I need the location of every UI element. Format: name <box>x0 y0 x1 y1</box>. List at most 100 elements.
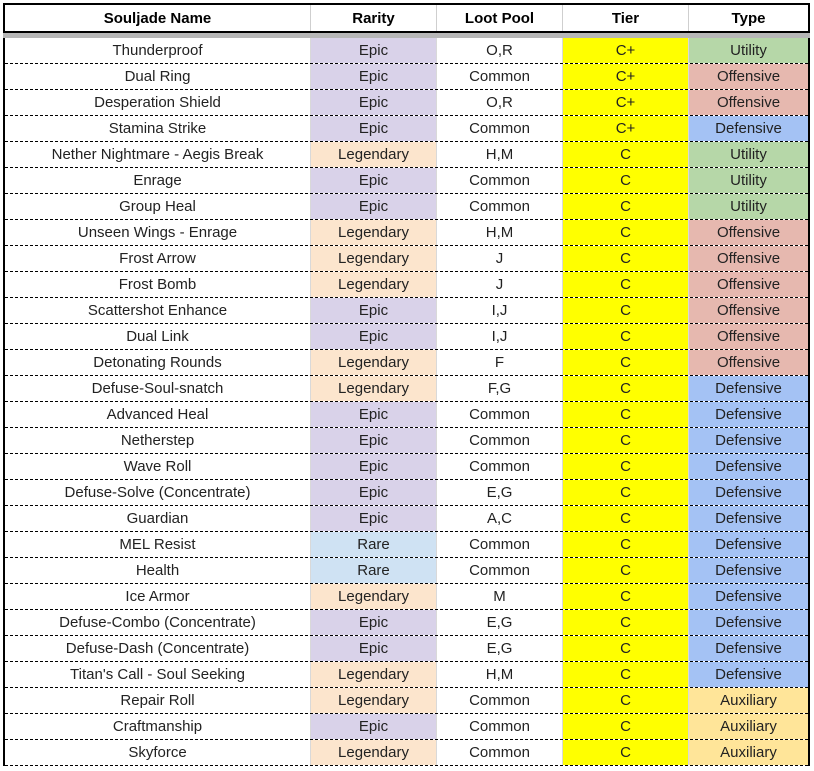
loot-pool-cell[interactable]: Common <box>437 402 563 427</box>
type-cell[interactable]: Offensive <box>689 272 808 297</box>
tier-cell[interactable]: C <box>563 662 689 687</box>
loot-pool-cell[interactable]: O,R <box>437 90 563 115</box>
type-cell[interactable]: Defensive <box>689 532 808 557</box>
rarity-cell[interactable]: Legendary <box>311 584 437 609</box>
tier-cell[interactable]: C <box>563 272 689 297</box>
name-cell[interactable]: Defuse-Combo (Concentrate) <box>5 610 311 635</box>
tier-cell[interactable]: C <box>563 350 689 375</box>
tier-cell[interactable]: C <box>563 194 689 219</box>
type-cell[interactable]: Offensive <box>689 220 808 245</box>
rarity-cell[interactable]: Epic <box>311 402 437 427</box>
tier-cell[interactable]: C <box>563 714 689 739</box>
type-cell[interactable]: Auxiliary <box>689 740 808 765</box>
name-cell[interactable]: Defuse-Dash (Concentrate) <box>5 636 311 661</box>
loot-pool-cell[interactable]: Common <box>437 168 563 193</box>
loot-pool-cell[interactable]: Common <box>437 688 563 713</box>
rarity-cell[interactable]: Epic <box>311 636 437 661</box>
rarity-cell[interactable]: Legendary <box>311 142 437 167</box>
type-cell[interactable]: Utility <box>689 142 808 167</box>
name-cell[interactable]: Desperation Shield <box>5 90 311 115</box>
tier-cell[interactable]: C <box>563 376 689 401</box>
tier-cell[interactable]: C <box>563 220 689 245</box>
type-cell[interactable]: Defensive <box>689 376 808 401</box>
name-cell[interactable]: Unseen Wings - Enrage <box>5 220 311 245</box>
tier-cell[interactable]: C <box>563 610 689 635</box>
tier-cell[interactable]: C <box>563 740 689 765</box>
name-cell[interactable]: Skyforce <box>5 740 311 765</box>
loot-pool-cell[interactable]: F <box>437 350 563 375</box>
tier-cell[interactable]: C <box>563 168 689 193</box>
type-cell[interactable]: Defensive <box>689 584 808 609</box>
loot-pool-cell[interactable]: O,R <box>437 38 563 63</box>
rarity-cell[interactable]: Epic <box>311 454 437 479</box>
tier-cell[interactable]: C <box>563 532 689 557</box>
loot-pool-cell[interactable]: E,G <box>437 610 563 635</box>
rarity-cell[interactable]: Epic <box>311 428 437 453</box>
tier-cell[interactable]: C <box>563 246 689 271</box>
tier-cell[interactable]: C+ <box>563 64 689 89</box>
name-cell[interactable]: Detonating Rounds <box>5 350 311 375</box>
name-cell[interactable]: Frost Arrow <box>5 246 311 271</box>
rarity-cell[interactable]: Legendary <box>311 272 437 297</box>
type-cell[interactable]: Defensive <box>689 116 808 141</box>
type-cell[interactable]: Utility <box>689 38 808 63</box>
loot-pool-cell[interactable]: H,M <box>437 662 563 687</box>
tier-cell[interactable]: C+ <box>563 90 689 115</box>
loot-pool-cell[interactable]: J <box>437 246 563 271</box>
name-cell[interactable]: Dual Ring <box>5 64 311 89</box>
type-cell[interactable]: Defensive <box>689 506 808 531</box>
loot-pool-cell[interactable]: I,J <box>437 324 563 349</box>
type-cell[interactable]: Defensive <box>689 454 808 479</box>
loot-pool-cell[interactable]: Common <box>437 194 563 219</box>
tier-cell[interactable]: C <box>563 558 689 583</box>
name-cell[interactable]: Titan's Call - Soul Seeking <box>5 662 311 687</box>
rarity-cell[interactable]: Legendary <box>311 662 437 687</box>
type-cell[interactable]: Offensive <box>689 246 808 271</box>
column-header-loot-pool[interactable]: Loot Pool <box>437 5 563 31</box>
rarity-cell[interactable]: Epic <box>311 506 437 531</box>
loot-pool-cell[interactable]: A,C <box>437 506 563 531</box>
tier-cell[interactable]: C <box>563 428 689 453</box>
name-cell[interactable]: Defuse-Soul-snatch <box>5 376 311 401</box>
column-header-rarity[interactable]: Rarity <box>311 5 437 31</box>
name-cell[interactable]: Defuse-Solve (Concentrate) <box>5 480 311 505</box>
tier-cell[interactable]: C <box>563 636 689 661</box>
rarity-cell[interactable]: Epic <box>311 90 437 115</box>
name-cell[interactable]: MEL Resist <box>5 532 311 557</box>
tier-cell[interactable]: C+ <box>563 38 689 63</box>
tier-cell[interactable]: C <box>563 324 689 349</box>
rarity-cell[interactable]: Legendary <box>311 220 437 245</box>
tier-cell[interactable]: C <box>563 142 689 167</box>
loot-pool-cell[interactable]: M <box>437 584 563 609</box>
loot-pool-cell[interactable]: Common <box>437 64 563 89</box>
column-header-type[interactable]: Type <box>731 9 766 27</box>
loot-pool-cell[interactable]: Common <box>437 116 563 141</box>
rarity-cell[interactable]: Epic <box>311 116 437 141</box>
loot-pool-cell[interactable]: Common <box>437 532 563 557</box>
rarity-cell[interactable]: Epic <box>311 610 437 635</box>
rarity-cell[interactable]: Rare <box>311 532 437 557</box>
rarity-cell[interactable]: Epic <box>311 298 437 323</box>
type-cell[interactable]: Offensive <box>689 324 808 349</box>
type-cell[interactable]: Offensive <box>689 90 808 115</box>
loot-pool-cell[interactable]: Common <box>437 454 563 479</box>
name-cell[interactable]: Stamina Strike <box>5 116 311 141</box>
name-cell[interactable]: Frost Bomb <box>5 272 311 297</box>
name-cell[interactable]: Nether Nightmare - Aegis Break <box>5 142 311 167</box>
name-cell[interactable]: Ice Armor <box>5 584 311 609</box>
type-cell[interactable]: Utility <box>689 168 808 193</box>
name-cell[interactable]: Advanced Heal <box>5 402 311 427</box>
type-cell[interactable]: Defensive <box>689 636 808 661</box>
tier-cell[interactable]: C <box>563 688 689 713</box>
loot-pool-cell[interactable]: F,G <box>437 376 563 401</box>
rarity-cell[interactable]: Epic <box>311 324 437 349</box>
rarity-cell[interactable]: Legendary <box>311 350 437 375</box>
tier-cell[interactable]: C <box>563 480 689 505</box>
type-cell[interactable]: Defensive <box>689 610 808 635</box>
type-cell[interactable]: Auxiliary <box>689 714 808 739</box>
tier-cell[interactable]: C <box>563 584 689 609</box>
loot-pool-cell[interactable]: J <box>437 272 563 297</box>
loot-pool-cell[interactable]: H,M <box>437 142 563 167</box>
name-cell[interactable]: Group Heal <box>5 194 311 219</box>
loot-pool-cell[interactable]: Common <box>437 740 563 765</box>
